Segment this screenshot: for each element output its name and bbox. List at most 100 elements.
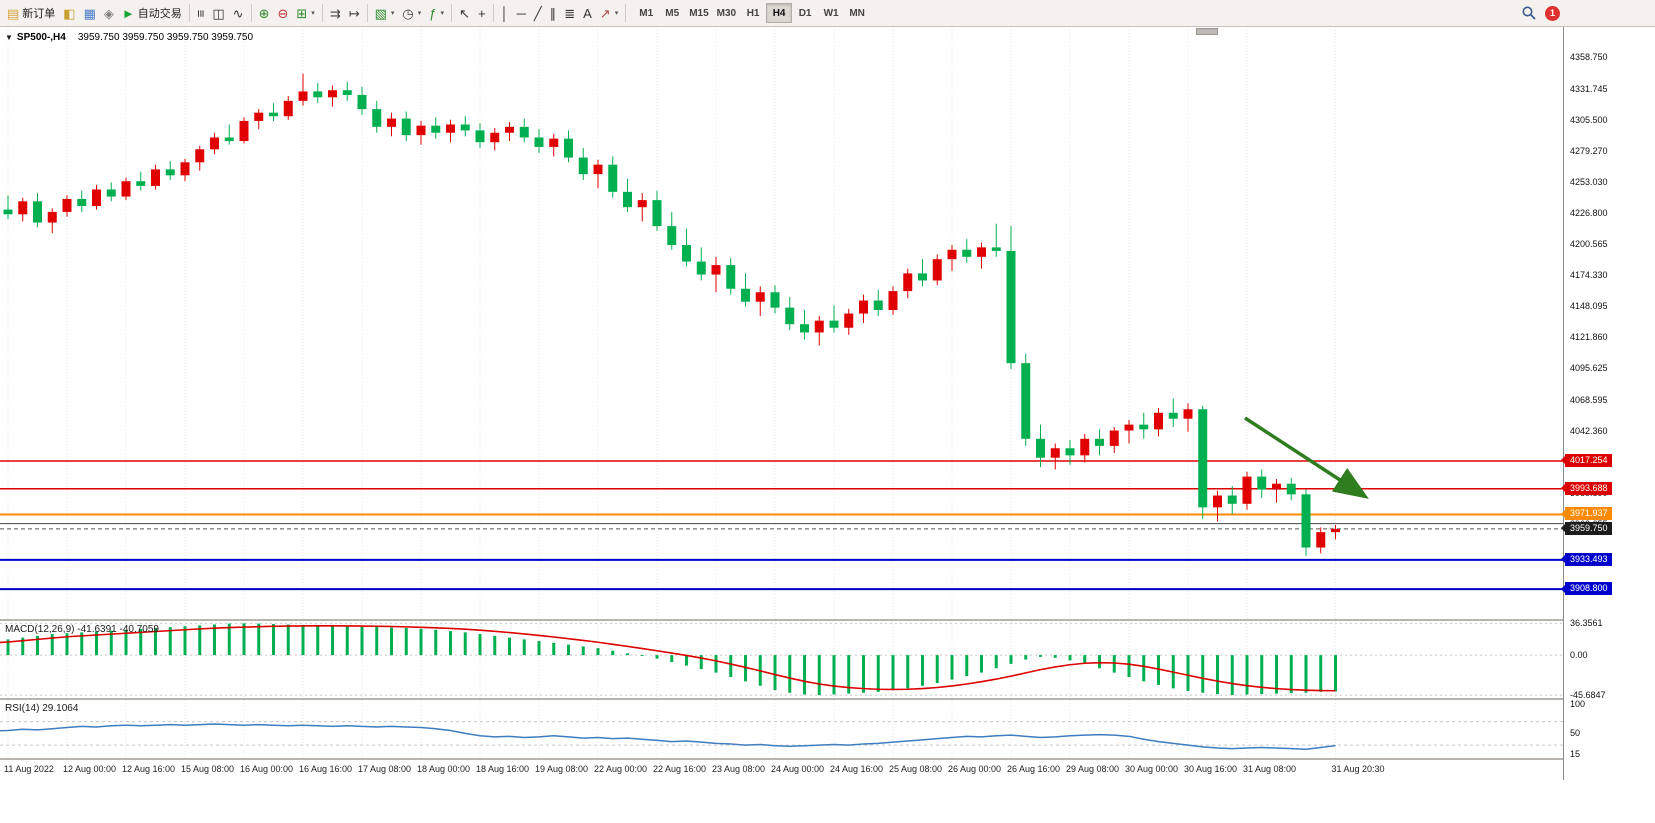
macd-panel[interactable]	[0, 621, 1563, 698]
panel-separator[interactable]	[0, 698, 1655, 700]
price-axis-label: 4121.860	[1570, 332, 1608, 343]
new-order-label: 新订单	[22, 8, 56, 20]
collapse-icon[interactable]: ▼	[5, 33, 13, 42]
period-button[interactable]: ◷ ▾	[398, 2, 425, 24]
time-axis-label: 24 Aug 00:00	[771, 764, 825, 774]
time-axis-label: 26 Aug 16:00	[1007, 764, 1061, 774]
new-order-icon: ▤	[7, 5, 20, 21]
arrows-icon: ↗	[599, 5, 611, 21]
autotrading-button[interactable]: ► 自动交易	[118, 2, 186, 24]
price-axis-label: 4253.030	[1570, 177, 1608, 188]
fibonacci-button[interactable]: ≣	[560, 2, 579, 24]
navigator-button[interactable]: ◈	[100, 2, 118, 24]
tile-windows-button[interactable]: ⊞ ▾	[292, 2, 318, 24]
price-axis-label: 4148.095	[1570, 301, 1608, 312]
panel-separator[interactable]	[0, 619, 1655, 621]
price-line-badge: 3959.750	[1561, 521, 1612, 535]
time-axis-label: 11 Aug 2022	[4, 764, 54, 774]
price-line-badge: 3933.493	[1561, 552, 1612, 566]
dropdown-caret-icon[interactable]: ▾	[440, 10, 445, 17]
search-icon[interactable]	[1521, 5, 1537, 21]
vertical-line-button[interactable]: │	[497, 2, 513, 24]
chart-shift-button[interactable]: ↦	[345, 2, 364, 24]
timeframe-button-mn[interactable]: MN	[844, 3, 870, 23]
rsi-panel[interactable]	[0, 700, 1563, 758]
candlestick-chart-button[interactable]: ◫	[208, 2, 228, 24]
time-axis-label: 18 Aug 16:00	[476, 764, 530, 774]
channel-icon: ∥	[549, 5, 557, 21]
new-order-button[interactable]: ▤ 新订单	[3, 2, 59, 24]
line-chart-icon: ∿	[232, 5, 244, 21]
dropdown-caret-icon[interactable]: ▾	[417, 10, 422, 17]
rsi-axis-label: 50	[1570, 728, 1581, 739]
crosshair-button[interactable]: +	[474, 2, 490, 24]
market-watch-icon: ◧	[63, 5, 76, 21]
time-axis-label: 22 Aug 16:00	[653, 764, 707, 774]
zoom-out-icon: ⊖	[277, 5, 289, 21]
dropdown-caret-icon[interactable]: ▾	[311, 10, 315, 17]
timeframe-button-m15[interactable]: M15	[685, 3, 712, 23]
line-chart-button[interactable]: ∿	[229, 2, 248, 24]
time-axis-label: 23 Aug 08:00	[712, 764, 766, 774]
timeframe-button-m30[interactable]: M30	[713, 3, 740, 23]
badge-pointer	[1556, 583, 1566, 594]
price-axis-label: 4042.360	[1570, 426, 1608, 437]
text-button[interactable]: A	[579, 2, 596, 24]
price-line-badge: 3993.688	[1561, 481, 1612, 495]
data-window-icon: ▦	[83, 5, 96, 21]
data-window-button[interactable]: ▦	[80, 2, 100, 24]
vertical-line-icon: │	[500, 5, 509, 21]
timeframe-button-h4[interactable]: H4	[766, 3, 793, 23]
autotrading-label: 自动交易	[137, 8, 182, 20]
price-axis-label: 4068.595	[1570, 395, 1608, 406]
badge-pointer	[1556, 455, 1566, 466]
macd-axis-label: 0.00	[1570, 650, 1588, 661]
scrollbar-thumb[interactable]	[1196, 28, 1218, 35]
timeframe-button-d1[interactable]: D1	[792, 3, 818, 23]
indicators-icon: ƒ	[429, 5, 437, 21]
time-axis-label: 31 Aug 20:30	[1331, 764, 1385, 774]
ohlc-values: 3959.750 3959.750 3959.750 3959.750	[77, 32, 254, 43]
text-icon: A	[583, 5, 592, 21]
trendline-button[interactable]: ╱	[530, 2, 546, 24]
navigator-icon: ◈	[103, 5, 114, 21]
timeframe-button-m1[interactable]: M1	[633, 3, 659, 23]
candlestick-chart[interactable]	[0, 27, 1563, 619]
time-axis-label: 24 Aug 16:00	[830, 764, 884, 774]
zoom-out-button[interactable]: ⊖	[273, 2, 292, 24]
timeframe-button-w1[interactable]: W1	[818, 3, 844, 23]
channel-button[interactable]: ∥	[546, 2, 561, 24]
badge-pointer	[1556, 508, 1566, 519]
price-axis-label: 4279.270	[1570, 146, 1608, 157]
time-axis-label: 22 Aug 00:00	[594, 764, 648, 774]
cursor-button[interactable]: ↖	[455, 2, 474, 24]
new-chart-button[interactable]: ▧ ▾	[371, 2, 399, 24]
timeframe-button-h1[interactable]: H1	[740, 3, 766, 23]
bar-chart-button[interactable]: ≡	[193, 2, 209, 24]
price-axis-label: 4358.750	[1570, 52, 1608, 63]
toolbar-separator	[321, 4, 323, 22]
toolbar-separator	[451, 4, 453, 22]
price-line-badge: 4017.254	[1561, 453, 1612, 467]
horizontal-line-button[interactable]: ─	[513, 2, 530, 24]
timeframe-button-m5[interactable]: M5	[659, 3, 685, 23]
arrows-button[interactable]: ↗ ▾	[596, 2, 622, 24]
badge-pointer	[1556, 523, 1566, 534]
autotrading-icon: ►	[121, 5, 135, 21]
market-watch-button[interactable]: ◧	[59, 2, 79, 24]
time-axis-label: 12 Aug 16:00	[122, 764, 176, 774]
notification-badge[interactable]: 1	[1545, 5, 1560, 21]
zoom-in-button[interactable]: ⊕	[255, 2, 274, 24]
dropdown-caret-icon[interactable]: ▾	[390, 10, 395, 17]
zoom-in-icon: ⊕	[258, 5, 270, 21]
chart-title: ▼ SP500-,H4 3959.750 3959.750 3959.750 395…	[5, 32, 253, 43]
toolbar-separator	[188, 4, 190, 22]
toolbar-separator	[366, 4, 368, 22]
auto-scroll-button[interactable]: ⇉	[326, 2, 345, 24]
indicators-button[interactable]: ƒ ▾	[425, 2, 448, 24]
price-axis: 4358.750 4331.745 4305.500 4279.270 4253.030…	[1561, 27, 1655, 780]
trend-arrow-annotation	[1244, 416, 1369, 499]
panel-separator[interactable]	[0, 758, 1655, 760]
dropdown-caret-icon[interactable]: ▾	[614, 10, 619, 17]
time-axis-label: 18 Aug 00:00	[417, 764, 471, 774]
